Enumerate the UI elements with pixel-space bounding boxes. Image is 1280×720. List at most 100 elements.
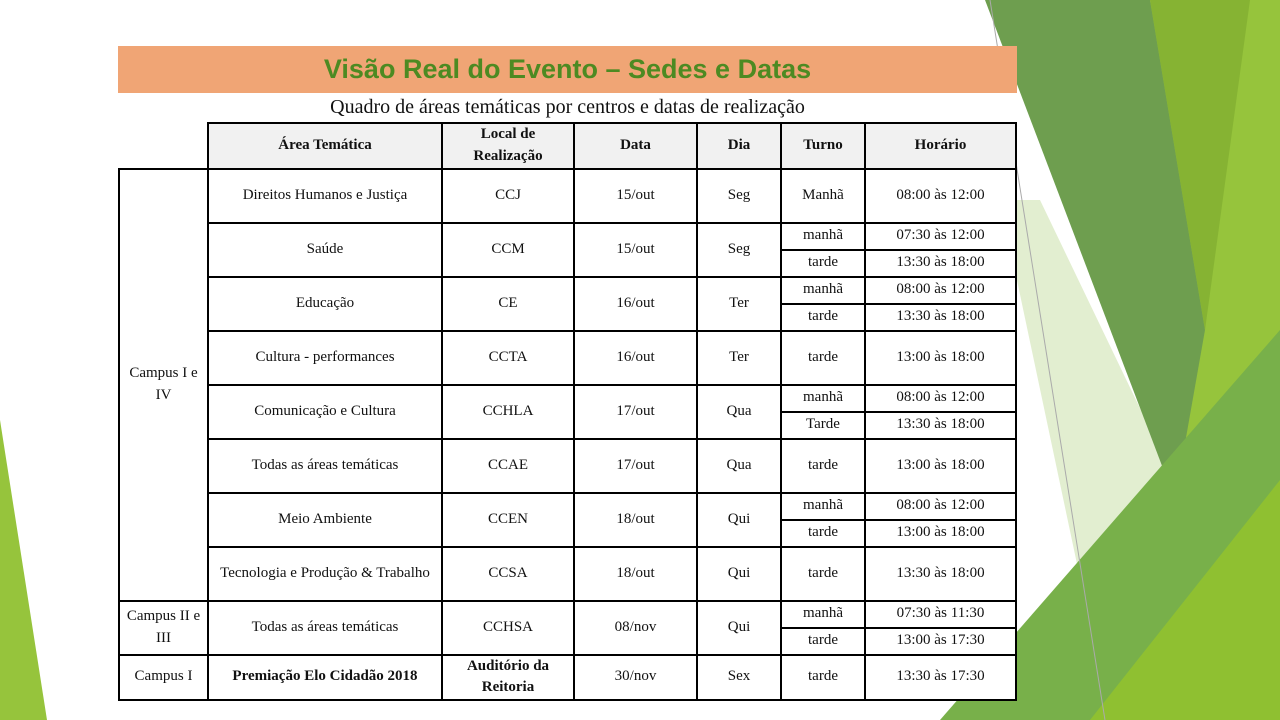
date-cell: 08/nov (573, 599, 698, 656)
header-campus (119, 123, 208, 170)
shift-cell: tarde (780, 518, 866, 548)
area-cell: Tecnologia e Produção & Trabalho (207, 545, 443, 602)
date-cell: 30/nov (573, 653, 698, 701)
header-data: Data (573, 122, 698, 170)
day-cell: Qui (696, 545, 782, 602)
table-row: Tarde 13:30 às 18:00 (119, 410, 1017, 440)
table-row: Tecnologia e Produção & Trabalho CCSA 18/o… (119, 545, 1017, 602)
day-cell: Qui (696, 491, 782, 548)
date-cell: 17/out (573, 383, 698, 440)
header-turno: Turno (780, 122, 866, 170)
shift-cell: tarde (780, 653, 866, 701)
table-row: tarde 13:00 às 17:30 (119, 626, 1017, 656)
time-cell: 13:00 às 18:00 (864, 518, 1017, 548)
area-cell: Saúde (207, 221, 443, 278)
local-cell: CCM (441, 221, 575, 278)
header-row: Área Temática Local de Realização Data D… (119, 122, 1017, 170)
shift-cell: manhã (780, 599, 866, 629)
local-cell: CCSA (441, 545, 575, 602)
shift-cell: manhã (780, 491, 866, 521)
table-row: Saúde CCM 15/out Seg manhã 07:30 às 12:00 (119, 221, 1017, 278)
local-cell: CCEN (441, 491, 575, 548)
table-row: tarde 13:00 às 18:00 (119, 518, 1017, 548)
local-cell: Auditório da Reitoria (441, 653, 575, 701)
shift-cell: tarde (780, 248, 866, 278)
day-cell: Qui (696, 599, 782, 656)
table-row: tarde 13:30 às 18:00 (119, 302, 1017, 332)
slide-title: Visão Real do Evento – Sedes e Datas (323, 54, 812, 84)
table-row: Cultura - performances CCTA 16/out Ter tarde… (119, 329, 1017, 386)
day-cell: Sex (696, 653, 782, 701)
campus-cell: Campus I (118, 653, 209, 701)
local-cell: CCHLA (441, 383, 575, 440)
day-cell: Ter (696, 329, 782, 386)
area-cell: Premiação Elo Cidadão 2018 (207, 653, 443, 701)
local-cell: CCHSA (441, 599, 575, 656)
shift-cell: tarde (780, 329, 866, 386)
local-cell: CE (441, 275, 575, 332)
shift-cell: tarde (780, 437, 866, 494)
olive-green-shape (1150, 0, 1250, 330)
time-cell: 13:00 às 18:00 (864, 437, 1017, 494)
table-row: Todas as áreas temáticas CCAE 17/out Qua tar… (119, 437, 1017, 494)
table-subtitle: Quadro de áreas temáticas por centros e … (118, 93, 1017, 123)
area-cell: Cultura - performances (207, 329, 443, 386)
local-cell: CCTA (441, 329, 575, 386)
time-cell: 08:00 às 12:00 (864, 383, 1017, 413)
shift-cell: manhã (780, 275, 866, 305)
area-cell: Todas as áreas temáticas (207, 437, 443, 494)
shift-cell: Manhã (780, 167, 866, 224)
schedule-table: Área Temática Local de Realização Data D… (118, 122, 1017, 701)
time-cell: 13:30 às 18:00 (864, 410, 1017, 440)
date-cell: 16/out (573, 329, 698, 386)
shift-cell: tarde (780, 626, 866, 656)
table-row: Campus I e IV Direitos Humanos e Justiça C… (118, 167, 1017, 602)
time-cell: 08:00 às 12:00 (864, 491, 1017, 521)
header-dia: Dia (696, 122, 782, 170)
time-cell: 07:30 às 11:30 (864, 599, 1017, 629)
table-body: Campus I e IV Direitos Humanos e Justiça C… (118, 167, 1017, 701)
time-cell: 08:00 às 12:00 (864, 275, 1017, 305)
table-row: Meio Ambiente CCEN 18/out Qui manhã 08:00 às … (119, 491, 1017, 548)
day-cell: Qua (696, 437, 782, 494)
table-row: tarde 13:30 às 18:00 (119, 248, 1017, 278)
dark-green-shape (985, 0, 1205, 500)
day-cell: Qua (696, 383, 782, 440)
table-row: Comunicação e Cultura CCHLA 17/out Qua manhã… (119, 383, 1017, 440)
time-cell: 13:30 às 17:30 (864, 653, 1017, 701)
date-cell: 15/out (573, 167, 698, 224)
lime-left-shape (0, 420, 47, 720)
date-cell: 18/out (573, 491, 698, 548)
time-cell: 07:30 às 12:00 (864, 221, 1017, 251)
area-cell: Meio Ambiente (207, 491, 443, 548)
campus-cell: Campus I e IV (118, 167, 209, 602)
title-bar: Visão Real do Evento – Sedes e Datas (118, 46, 1017, 93)
local-cell: CCAE (441, 437, 575, 494)
header-horario: Horário (864, 122, 1017, 170)
time-cell: 13:00 às 17:30 (864, 626, 1017, 656)
table-row: Campus II e III Todas as áreas temáticas C… (118, 599, 1017, 656)
shift-cell: manhã (780, 383, 866, 413)
shift-cell: tarde (780, 545, 866, 602)
area-cell: Direitos Humanos e Justiça (207, 167, 443, 224)
shift-cell: manhã (780, 221, 866, 251)
table-row: Educação CE 16/out Ter manhã 08:00 às 12:00 (119, 275, 1017, 332)
date-cell: 17/out (573, 437, 698, 494)
bottom-lime-shape (1090, 480, 1280, 720)
day-cell: Ter (696, 275, 782, 332)
time-cell: 13:30 às 18:00 (864, 302, 1017, 332)
time-cell: 13:00 às 18:00 (864, 329, 1017, 386)
day-cell: Seg (696, 221, 782, 278)
header-area: Área Temática (207, 122, 443, 170)
area-cell: Comunicação e Cultura (207, 383, 443, 440)
area-cell: Educação (207, 275, 443, 332)
day-cell: Seg (696, 167, 782, 224)
header-local: Local de Realização (441, 122, 575, 170)
area-cell: Todas as áreas temáticas (207, 599, 443, 656)
time-cell: 08:00 às 12:00 (864, 167, 1017, 224)
campus-cell: Campus II e III (118, 599, 209, 656)
date-cell: 16/out (573, 275, 698, 332)
date-cell: 18/out (573, 545, 698, 602)
shift-cell: tarde (780, 302, 866, 332)
